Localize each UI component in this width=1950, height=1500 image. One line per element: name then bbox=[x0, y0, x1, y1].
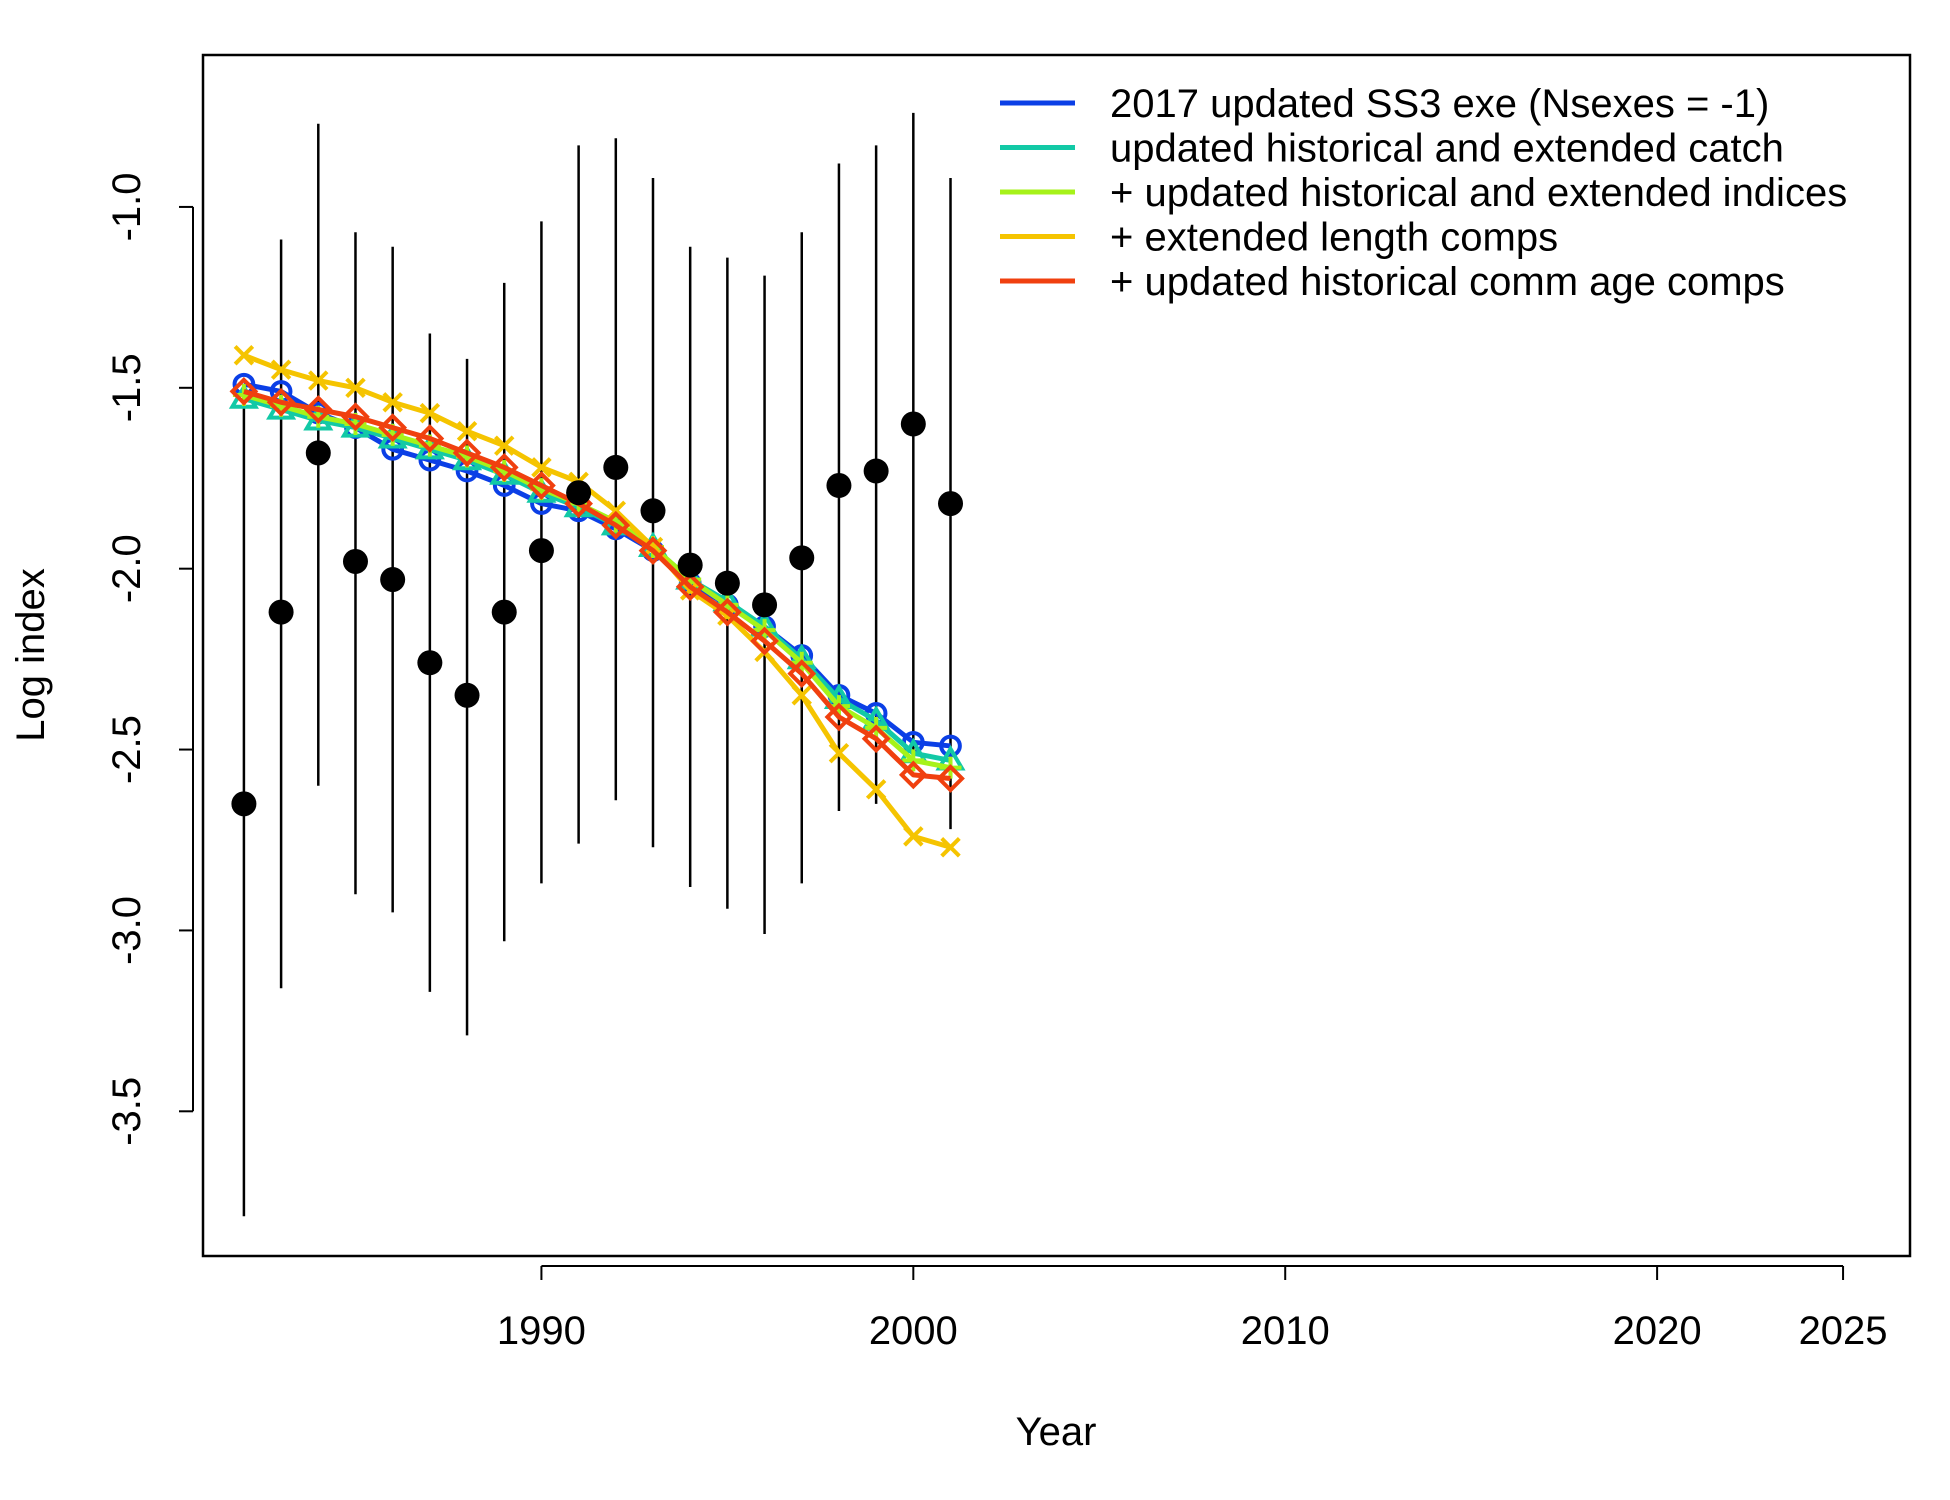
y-tick-label: -2.0 bbox=[105, 534, 149, 603]
observed-point bbox=[491, 599, 517, 625]
x-tick-label: 2025 bbox=[1799, 1309, 1888, 1353]
observed-point bbox=[863, 458, 889, 484]
series-point bbox=[939, 734, 962, 758]
series-point bbox=[861, 724, 891, 754]
observed-point bbox=[900, 411, 926, 437]
x-tick-label: 2020 bbox=[1613, 1309, 1702, 1353]
series-point bbox=[898, 760, 928, 790]
observed-point bbox=[417, 650, 443, 676]
series-point bbox=[903, 826, 924, 847]
y-tick-label: -1.0 bbox=[105, 172, 149, 241]
series-point bbox=[824, 702, 854, 732]
observed-point bbox=[231, 791, 257, 817]
y-tick-label: -1.5 bbox=[105, 353, 149, 422]
series-point bbox=[345, 377, 366, 399]
legend-label: updated historical and extended catch bbox=[1110, 127, 1784, 171]
series-point bbox=[382, 392, 403, 413]
observed-point bbox=[342, 548, 368, 574]
x-axis: 1990 2000 2010 2020 2025 bbox=[497, 1265, 1888, 1353]
x-tick-label: 2000 bbox=[869, 1309, 958, 1353]
error-bars bbox=[242, 112, 952, 1217]
series-point bbox=[750, 626, 779, 656]
observed-point bbox=[677, 552, 703, 578]
series-point bbox=[787, 659, 817, 688]
y-axis: -1.0 -1.5 -2.0 -2.5 -3.0 -3.5 bbox=[105, 172, 194, 1146]
series-point bbox=[270, 359, 292, 380]
observed-point bbox=[528, 538, 554, 564]
series-point bbox=[712, 597, 742, 627]
observed-point bbox=[454, 682, 480, 708]
series-point bbox=[419, 402, 441, 424]
observed-points bbox=[231, 411, 964, 817]
series-group bbox=[232, 384, 962, 779]
series-point bbox=[527, 471, 556, 500]
observed-point bbox=[789, 545, 815, 571]
series-point bbox=[489, 453, 519, 482]
series-point bbox=[531, 457, 552, 478]
series-point bbox=[865, 779, 887, 800]
series-point bbox=[229, 377, 259, 406]
series-point bbox=[791, 685, 812, 706]
plot-area-frame bbox=[201, 53, 1912, 1258]
series-point bbox=[415, 424, 445, 453]
legend-label: 2017 updated SS3 exe (Nsexes = -1) bbox=[1110, 82, 1769, 126]
legend-label: + updated historical and extended indice… bbox=[1110, 171, 1847, 215]
observed-point bbox=[640, 498, 666, 524]
series-group bbox=[229, 377, 965, 793]
y-axis-title: Log index bbox=[9, 568, 53, 741]
series-point bbox=[902, 749, 925, 772]
series-point bbox=[494, 435, 515, 456]
y-tick-label: -3.5 bbox=[105, 1077, 149, 1146]
x-axis-title: Year bbox=[1016, 1410, 1097, 1454]
legend-label: + updated historical comm age comps bbox=[1110, 260, 1785, 304]
observed-point bbox=[714, 570, 740, 596]
observed-point bbox=[752, 592, 778, 618]
series-point bbox=[378, 413, 408, 442]
observed-point bbox=[938, 491, 964, 517]
series-line bbox=[243, 352, 952, 850]
series-layer bbox=[228, 345, 966, 858]
observed-point bbox=[566, 480, 592, 506]
series-point bbox=[936, 764, 965, 793]
y-tick-label: -2.5 bbox=[105, 715, 149, 784]
series-point bbox=[303, 395, 333, 424]
series-point bbox=[601, 510, 631, 540]
series-point bbox=[266, 387, 296, 417]
y-tick-label: -3.0 bbox=[105, 896, 149, 965]
x-tick-label: 1990 bbox=[497, 1309, 586, 1353]
observed-point bbox=[268, 599, 294, 625]
series-group bbox=[232, 372, 962, 758]
series-point bbox=[452, 438, 482, 468]
legend: 2017 updated SS3 exe (Nsexes = -1)update… bbox=[1000, 82, 1847, 304]
series-point bbox=[308, 370, 329, 391]
legend-label: + extended length comps bbox=[1110, 216, 1558, 260]
series-point bbox=[341, 402, 370, 432]
series-point bbox=[233, 345, 255, 366]
x-tick-label: 2010 bbox=[1241, 1309, 1330, 1353]
series-point bbox=[828, 742, 850, 764]
series-point bbox=[638, 536, 668, 565]
observed-point bbox=[826, 472, 852, 498]
series-point bbox=[940, 837, 961, 858]
series-point bbox=[605, 500, 627, 522]
observed-point bbox=[305, 440, 331, 466]
series-point bbox=[675, 572, 705, 602]
series-point bbox=[456, 421, 478, 442]
observed-point bbox=[603, 454, 629, 480]
observed-point bbox=[380, 567, 406, 593]
